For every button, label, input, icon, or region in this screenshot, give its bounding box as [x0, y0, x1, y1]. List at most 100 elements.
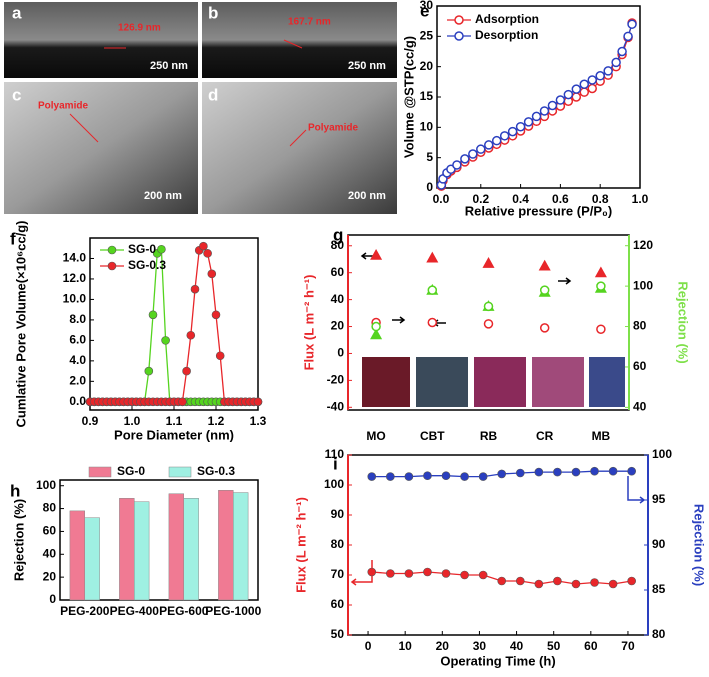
- y-tick-label: 100: [36, 478, 56, 492]
- series-line: [90, 245, 258, 403]
- bar: [168, 493, 184, 601]
- marker: [627, 19, 637, 29]
- image: [4, 82, 198, 214]
- marker: [539, 323, 550, 333]
- category-label: MB: [592, 429, 611, 443]
- marker: [497, 469, 507, 479]
- marker: [190, 284, 200, 294]
- marker: [539, 106, 550, 116]
- arrow: [289, 129, 307, 147]
- legend-label: Adsorption: [475, 12, 539, 26]
- y-tick-label: 2.0: [69, 374, 86, 388]
- marker: [515, 121, 526, 132]
- marker: [590, 466, 599, 476]
- category-label: CR: [536, 429, 554, 443]
- marker: [215, 351, 225, 361]
- annotation: Polyamide: [308, 123, 358, 134]
- marker: [107, 261, 117, 271]
- marker: [178, 397, 187, 407]
- marker: [603, 66, 613, 76]
- micrograph-d: d Polyamide 200 nm: [202, 82, 397, 214]
- bar: [183, 498, 199, 601]
- arrow: [350, 560, 373, 586]
- marker: [441, 471, 451, 481]
- marker: [571, 579, 581, 589]
- marker: [404, 472, 414, 481]
- category-label: CBT: [420, 429, 445, 443]
- vial-photos: [362, 357, 625, 407]
- marker: [553, 467, 562, 477]
- marker: [454, 31, 464, 41]
- x-tick-label: 0.0: [433, 192, 450, 206]
- marker: [427, 317, 438, 328]
- y-tick-label: 14.0: [63, 251, 87, 265]
- panel-label: c: [12, 85, 21, 104]
- marker: [491, 135, 502, 146]
- photo: [532, 357, 584, 407]
- marker: [547, 100, 558, 111]
- y-tick-label: 30: [420, 0, 434, 12]
- y-axis-label: Cumlative Pore Volume(×10⁶cc/g): [13, 221, 28, 428]
- y2-axis-label: Rejection (%): [676, 281, 691, 363]
- annotation-arrows: [350, 252, 646, 586]
- category-label: PEG-200: [60, 604, 110, 618]
- y-tick-label: 10: [420, 120, 434, 134]
- x-tick-label: 0: [365, 639, 372, 653]
- legend-label: SG-0.3: [197, 464, 235, 478]
- marker: [468, 149, 478, 159]
- panel-label: e: [420, 1, 429, 20]
- marker: [571, 467, 581, 477]
- category-label: PEG-1000: [205, 604, 261, 618]
- marker: [627, 576, 636, 586]
- marker: [595, 71, 605, 81]
- category-label: RB: [480, 429, 498, 443]
- y-tick-label: 80: [43, 501, 57, 515]
- y-tick-label: 0.0: [69, 394, 86, 408]
- legend-label: SG-0: [128, 242, 156, 256]
- marker: [423, 471, 432, 481]
- y-tick-label: 80: [331, 238, 345, 252]
- legend-label: SG-0.3: [128, 258, 166, 272]
- x-tick-label: 1.3: [250, 414, 267, 428]
- marker: [367, 567, 377, 577]
- marker: [531, 111, 542, 122]
- arrow: [627, 476, 646, 504]
- photo: [362, 357, 410, 407]
- x-tick-label: 60: [584, 639, 598, 653]
- marker: [553, 576, 562, 586]
- marker: [563, 89, 574, 100]
- y-tick-label: -40: [327, 399, 345, 413]
- y-tick-label: 20: [420, 59, 434, 73]
- marker: [371, 321, 381, 332]
- plot-frame: [347, 454, 649, 636]
- marker: [211, 310, 221, 320]
- marker: [497, 576, 507, 586]
- y2-tick-label: 40: [633, 400, 647, 414]
- y-axis-label: Flux (L m⁻² h⁻¹): [301, 275, 316, 371]
- marker: [426, 251, 439, 263]
- bar: [134, 501, 150, 601]
- y2-tick-label: 100: [652, 447, 672, 461]
- plot-frame: [59, 479, 259, 601]
- marker: [441, 569, 451, 578]
- marker: [182, 366, 191, 376]
- marker: [144, 366, 154, 376]
- bar: [233, 492, 249, 601]
- marker: [157, 244, 166, 254]
- bar: [84, 517, 100, 601]
- micrograph-b: b 167.7 nm 250 nm: [202, 2, 397, 78]
- image: [202, 2, 397, 78]
- y-tick-label: 8.0: [69, 312, 86, 326]
- marker: [587, 83, 597, 94]
- series-line: [440, 22, 633, 187]
- y-tick-label: 4.0: [69, 353, 86, 367]
- arrow: [392, 316, 406, 324]
- x-axis-label: Pore Diameter (nm): [114, 427, 234, 442]
- legend-swatch: [88, 466, 112, 478]
- marker: [515, 468, 525, 478]
- bar: [69, 510, 86, 601]
- measurement: 126.9 nm: [118, 23, 161, 34]
- y-tick-label: 80: [331, 537, 345, 551]
- scale-bar-label: 200 nm: [144, 190, 182, 202]
